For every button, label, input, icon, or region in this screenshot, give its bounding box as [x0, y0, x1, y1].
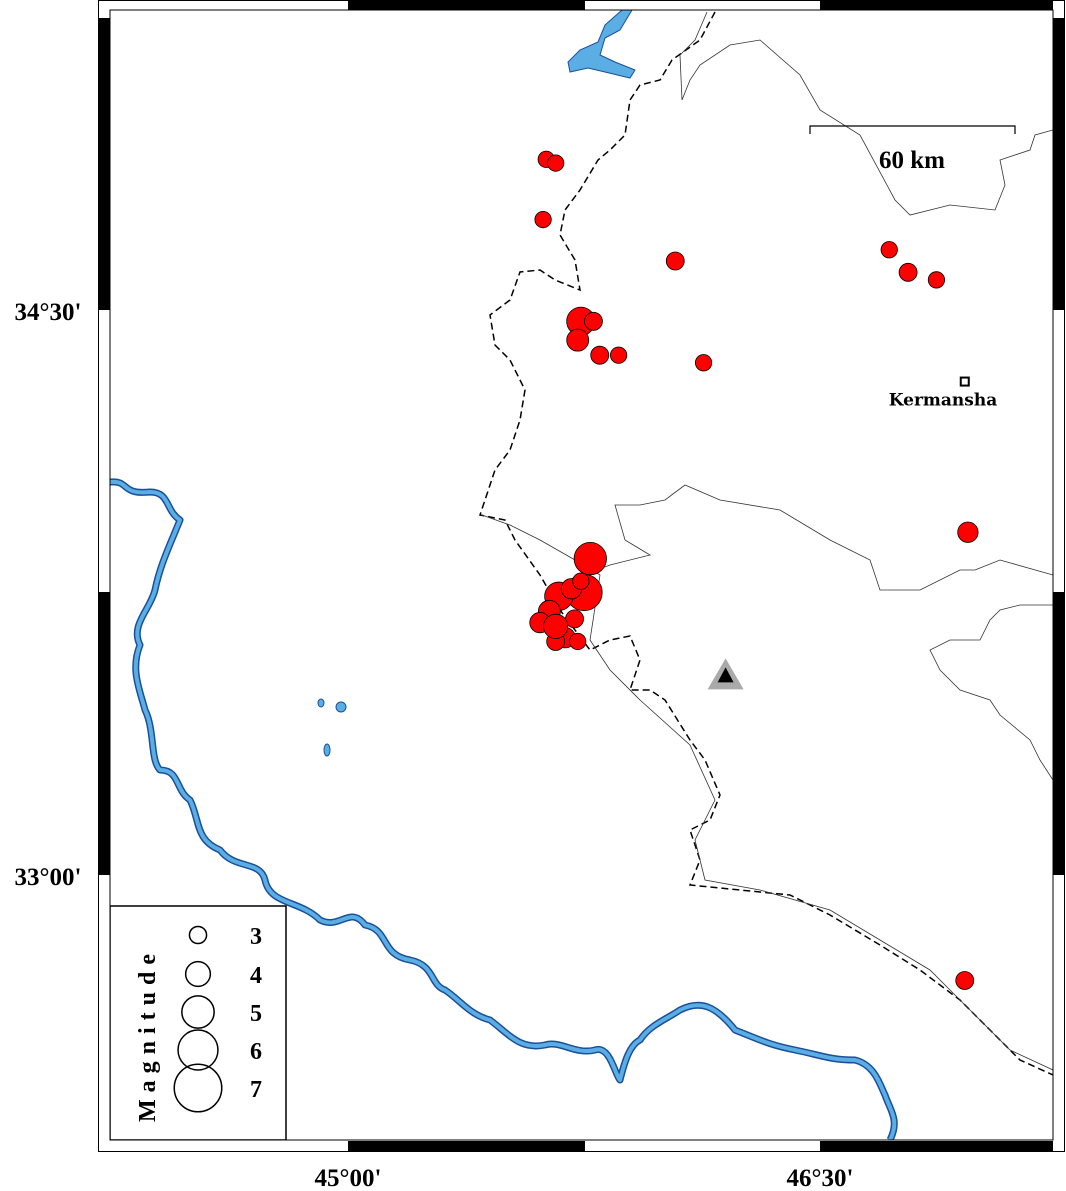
legend: Magnitude 3 4 5 6 7	[110, 905, 287, 1140]
legend-label: 6	[250, 1039, 262, 1065]
earthquake-event[interactable]	[566, 328, 590, 352]
lat-label: 33°00'	[15, 864, 82, 891]
legend-circle	[177, 1029, 219, 1071]
earthquake-event[interactable]	[534, 210, 552, 229]
map-area: Kermansha 60 km Magnitude 3 4 5 6 7	[110, 10, 1053, 1140]
lon-label: 45°00'	[315, 1165, 382, 1191]
legend-label: 5	[250, 1001, 262, 1027]
international-border	[479, 11, 1053, 1076]
earthquake-event[interactable]	[590, 345, 610, 365]
lake	[323, 743, 331, 757]
city-marker[interactable]	[959, 376, 970, 387]
border-line	[929, 604, 1053, 781]
lake	[567, 10, 636, 79]
legend-title: Magnitude	[135, 947, 161, 1122]
earthquake-event[interactable]	[584, 311, 603, 331]
triangle-icon-inner	[717, 667, 734, 683]
earthquake-event[interactable]	[927, 271, 946, 289]
earthquake-event[interactable]	[543, 613, 569, 640]
river-fill	[110, 479, 897, 1140]
legend-circle	[188, 925, 208, 945]
scale-bar-label: 60 km	[879, 147, 945, 174]
map-frame	[98, 0, 1065, 1152]
earthquake-event[interactable]	[547, 154, 565, 172]
earthquake-event[interactable]	[665, 251, 685, 271]
event-layer	[529, 150, 979, 990]
city-label: Kermansha	[889, 391, 997, 411]
earthquake-event[interactable]	[610, 346, 628, 364]
earthquake-event[interactable]	[955, 971, 975, 990]
legend-label: 7	[250, 1077, 262, 1103]
earthquake-event[interactable]	[898, 262, 918, 282]
station-marker[interactable]	[707, 658, 744, 690]
legend-label: 4	[250, 963, 262, 989]
earthquake-event[interactable]	[694, 354, 713, 372]
legend-circle	[181, 995, 215, 1029]
earthquake-event[interactable]	[573, 542, 607, 576]
earthquake-event[interactable]	[880, 241, 898, 259]
border-line	[569, 484, 1053, 591]
legend-label: 3	[250, 924, 262, 950]
earthquake-event[interactable]	[572, 572, 590, 590]
border-line	[679, 11, 1053, 216]
lake	[335, 701, 347, 713]
legend-circle	[184, 960, 212, 988]
lake	[317, 698, 325, 708]
earthquake-event[interactable]	[565, 609, 584, 629]
earthquake-event[interactable]	[569, 632, 587, 651]
lat-label: 34°30'	[15, 299, 82, 326]
lon-label: 46°30'	[787, 1165, 854, 1191]
legend-circle	[173, 1063, 223, 1113]
earthquake-event[interactable]	[957, 521, 979, 543]
scale-bar: 60 km	[809, 125, 1016, 174]
